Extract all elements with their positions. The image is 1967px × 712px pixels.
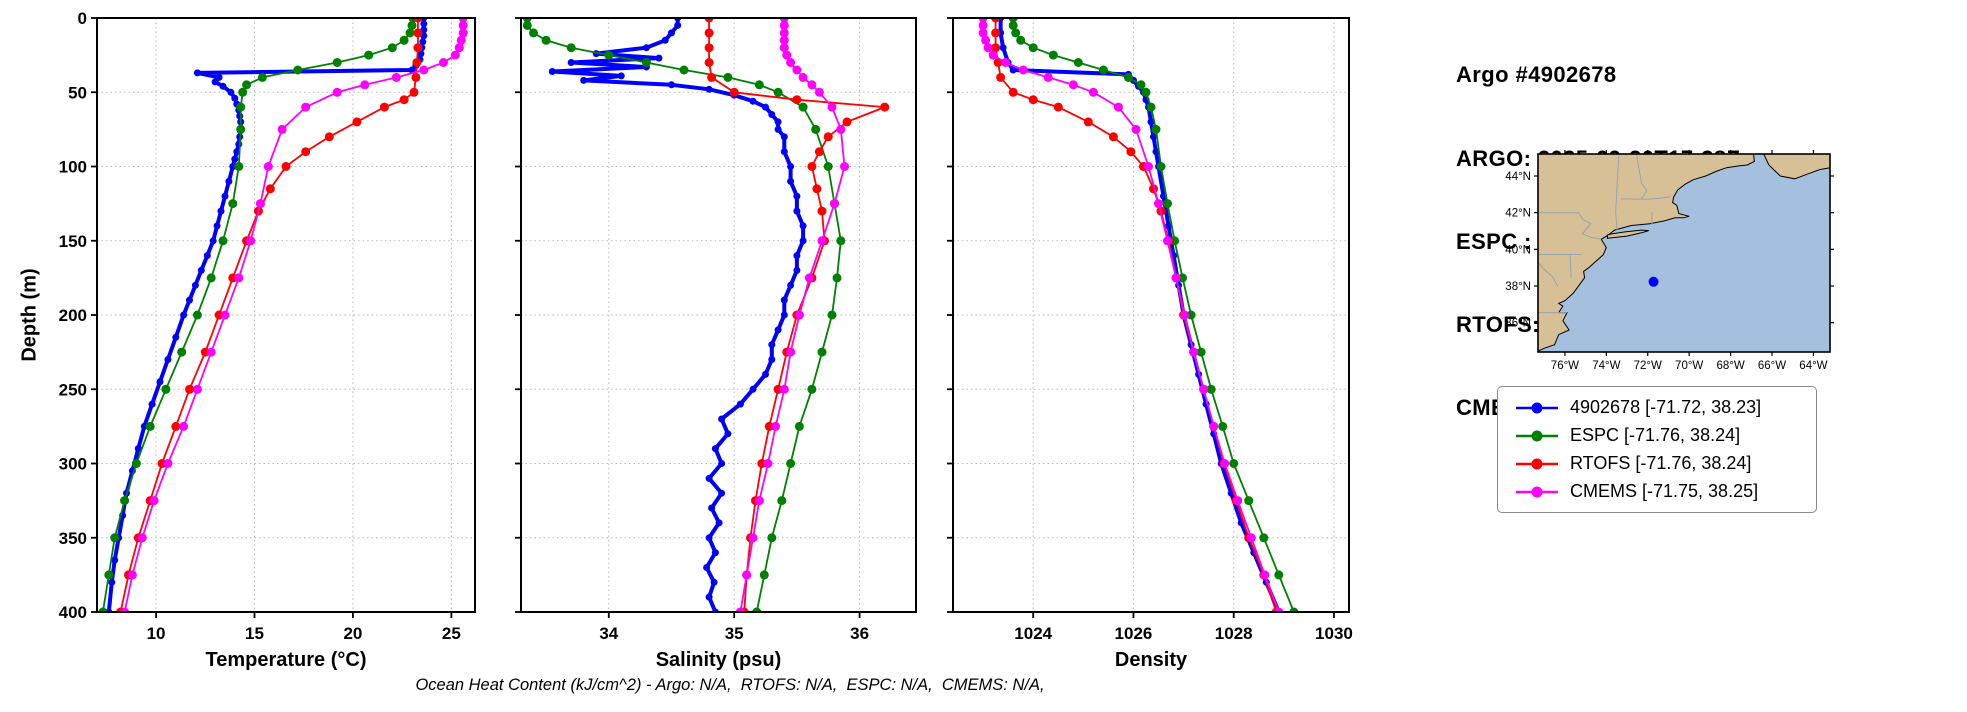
svg-text:20: 20 [343,624,362,643]
svg-text:100: 100 [59,158,87,177]
svg-text:35: 35 [725,624,744,643]
svg-text:38°N: 38°N [1505,281,1531,293]
series-4902678 [548,17,807,613]
legend-entry-argo: 4902678 [-71.72, 38.23] [1514,397,1800,418]
svg-text:66°W: 66°W [1758,360,1786,372]
svg-text:50: 50 [68,83,87,102]
svg-text:72°W: 72°W [1634,360,1662,372]
svg-text:350: 350 [59,529,87,548]
density-panel: 1024 1026 1028 1030 Density [947,17,1353,671]
legend-entry-rtofs: RTOFS [-71.76, 38.24] [1514,453,1800,474]
land-polygon [1538,154,1755,352]
svg-text:400: 400 [59,603,87,622]
argo-line-sample-icon [1516,402,1558,413]
legend-label: RTOFS [-71.76, 38.24] [1570,453,1752,473]
salinity-panel: 34 35 36 Salinity (psu) [515,17,917,671]
salinity-panel-xlabel: Salinity (psu) [656,649,782,671]
svg-text:1028: 1028 [1215,624,1253,643]
svg-text:0: 0 [78,12,87,28]
cmems-line-sample-icon [1516,486,1558,497]
svg-text:1024: 1024 [1014,624,1052,643]
svg-text:1030: 1030 [1315,624,1353,643]
legend-label: CMEMS [-71.75, 38.25] [1570,481,1759,501]
svg-text:68°W: 68°W [1716,360,1744,372]
legend-label: ESPC [-71.76, 38.24] [1570,425,1741,445]
svg-text:200: 200 [59,306,87,325]
svg-text:25: 25 [442,624,461,643]
svg-text:76°W: 76°W [1551,360,1579,372]
series-cmems [120,17,468,613]
legend: 4902678 [-71.72, 38.23] ESPC [-71.76, 38.… [1497,386,1817,513]
temperature-panel-xlabel: Temperature (°C) [206,649,367,671]
land-polygon [1763,154,1830,180]
rtofs-line-sample-icon [1516,458,1558,469]
svg-text:1026: 1026 [1115,624,1153,643]
series-espc [1008,17,1299,613]
float-position-marker [1648,276,1659,287]
svg-text:10: 10 [147,624,166,643]
svg-text:74°W: 74°W [1592,360,1620,372]
svg-text:44°N: 44°N [1505,171,1531,183]
series-cmems [735,17,849,613]
svg-text:42°N: 42°N [1505,208,1531,220]
legend-label: 4902678 [-71.72, 38.23] [1570,397,1762,417]
density-panel-xlabel: Density [1115,649,1188,671]
ocean-heat-content-note: Ocean Heat Content (kJ/cm^2) - Argo: N/A… [415,676,1045,694]
series-cmems [978,17,1284,613]
depth-axis-label: Depth (m) [18,268,41,362]
legend-entry-cmems: CMEMS [-71.75, 38.25] [1514,481,1800,502]
map-chart: 36°N 38°N 40°N 42°N 44°N 76°W 74°W 72°W 70°W 68°W… [1505,150,1834,372]
svg-text:36°N: 36°N [1505,318,1531,330]
float-title: Argo #4902678 [1456,62,1617,88]
svg-text:250: 250 [59,380,87,399]
svg-text:300: 300 [59,455,87,474]
location-map: 36°N 38°N 40°N 42°N 44°N 76°W 74°W 72°W 70°W 68°W… [1492,150,1844,376]
legend-entry-espc: ESPC [-71.76, 38.24] [1514,425,1800,446]
svg-text:150: 150 [59,232,87,251]
series-espc [98,17,418,613]
temperature-panel: 10 15 20 25050100150200250300350400Temperat… [59,12,476,671]
espc-line-sample-icon [1516,430,1558,441]
svg-text:70°W: 70°W [1675,360,1703,372]
series-4902678 [105,17,428,613]
svg-text:15: 15 [245,624,264,643]
svg-text:64°W: 64°W [1799,360,1827,372]
svg-text:34: 34 [599,624,618,643]
svg-text:40°N: 40°N [1505,244,1531,256]
svg-text:36: 36 [850,624,869,643]
land-polygon [1606,229,1649,239]
